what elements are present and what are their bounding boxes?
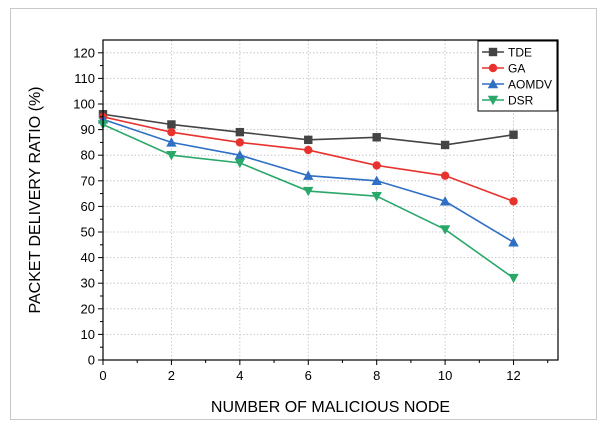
axis-ticks xyxy=(98,52,549,365)
y-tick-label: 90 xyxy=(81,122,95,137)
data-point-ga xyxy=(440,171,450,180)
plot-area-border xyxy=(102,39,559,361)
y-tick-label: 50 xyxy=(81,225,95,240)
legend-label-tde: TDE xyxy=(508,46,532,60)
legend-marker-dsr xyxy=(487,95,499,106)
y-tick-label: 70 xyxy=(81,173,95,188)
x-tick-label: 0 xyxy=(99,368,106,383)
y-tick-label: 20 xyxy=(81,301,95,316)
y-tick-label: 120 xyxy=(73,45,95,60)
data-point-dsr xyxy=(371,191,382,202)
data-point-tde xyxy=(440,140,450,150)
data-point-ga xyxy=(304,145,313,155)
grid-lines xyxy=(103,40,558,360)
x-tick-label: 10 xyxy=(438,368,452,383)
data-point-tde xyxy=(235,127,245,137)
legend-label-ga: GA xyxy=(508,62,525,76)
x-tick-label: 12 xyxy=(506,368,520,383)
data-point-dsr xyxy=(439,225,451,235)
data-point-aomdv xyxy=(508,237,519,247)
y-tick-label: 60 xyxy=(81,199,95,214)
data-point-ga xyxy=(235,138,245,147)
y-tick-label: 40 xyxy=(81,250,95,265)
data-point-tde xyxy=(167,120,176,129)
data-point-dsr xyxy=(234,158,246,169)
data-point-tde xyxy=(509,130,518,139)
legend: TDE GA AOMDV DSR xyxy=(477,40,558,112)
data-point-tde xyxy=(372,133,381,142)
data-point-aomdv xyxy=(234,150,246,160)
data-point-tde xyxy=(304,135,313,145)
tick-labels: 0 10 20 30 40 50 60 70 80 90 100 110 120 0 2 4 6 8 10 12 xyxy=(73,45,520,383)
x-tick-label: 4 xyxy=(236,368,243,383)
legend-marker-aomdv xyxy=(487,78,499,89)
legend-label-aomdv: AOMDV xyxy=(508,78,552,92)
data-point-ga xyxy=(372,161,381,170)
y-tick-label: 80 xyxy=(81,148,95,163)
y-tick-label: 0 xyxy=(88,353,95,368)
y-axis-title: PACKET DELIVERY RATIO (%) xyxy=(27,86,44,313)
data-point-aomdv xyxy=(166,137,177,147)
x-tick-label: 6 xyxy=(305,368,312,383)
legend-marker-tde xyxy=(488,47,498,57)
data-point-dsr xyxy=(508,273,519,284)
y-tick-label: 10 xyxy=(81,327,95,342)
data-point-aomdv xyxy=(303,170,314,180)
x-tick-label: 8 xyxy=(373,368,380,383)
legend-label-dsr: DSR xyxy=(508,94,534,108)
x-axis-title: NUMBER OF MALICIOUS NODE xyxy=(211,399,450,416)
y-tick-label: 100 xyxy=(73,97,95,112)
x-tick-label: 2 xyxy=(168,368,175,383)
data-point-aomdv xyxy=(371,175,382,185)
data-point-dsr xyxy=(303,186,314,197)
y-tick-label: 110 xyxy=(74,71,95,86)
data-point-dsr xyxy=(166,151,177,161)
data-point-aomdv xyxy=(439,196,451,206)
data-point-ga xyxy=(167,127,176,137)
data-point-ga xyxy=(509,197,518,206)
legend-marker-ga xyxy=(488,63,498,73)
y-tick-label: 30 xyxy=(81,276,95,291)
